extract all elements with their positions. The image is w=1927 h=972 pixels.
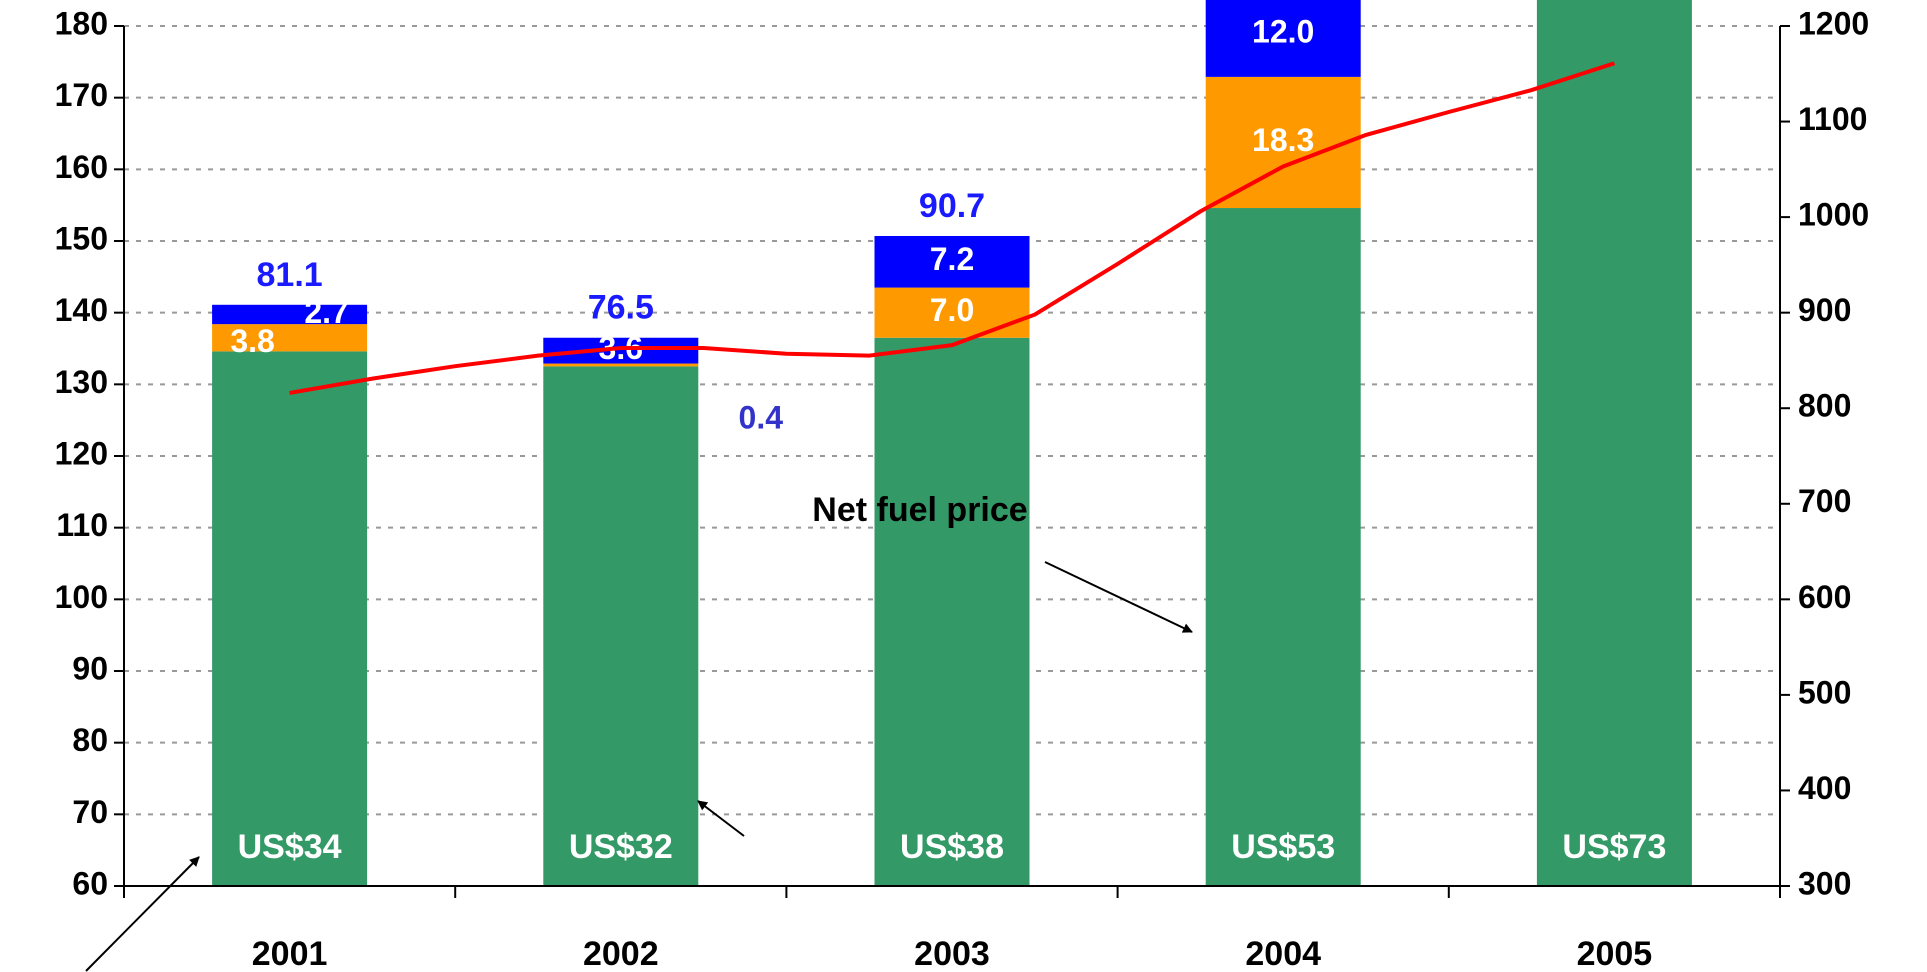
bar-segment bbox=[1205, 0, 1361, 77]
y-tick-label: 100 bbox=[55, 579, 108, 615]
y2-tick-label: 800 bbox=[1798, 388, 1851, 424]
y2-tick-label: 300 bbox=[1798, 865, 1851, 901]
x-tick-label: 2004 bbox=[1245, 935, 1321, 972]
x-tick-label: 2003 bbox=[914, 935, 990, 972]
y2-tick-label: 600 bbox=[1798, 579, 1851, 615]
x-tick-label: 2001 bbox=[252, 935, 328, 972]
bar-segment bbox=[543, 363, 699, 367]
y-tick-label: 180 bbox=[55, 5, 108, 41]
y-tick-label: 70 bbox=[72, 794, 108, 830]
y-tick-label: 160 bbox=[55, 149, 108, 185]
bar-segment bbox=[212, 304, 368, 325]
y2-tick-label: 1200 bbox=[1798, 5, 1869, 41]
total-label: 81.1 bbox=[257, 256, 323, 294]
base-label: US$32 bbox=[569, 828, 673, 866]
bar-segment bbox=[212, 324, 368, 352]
y2-tick-label: 900 bbox=[1798, 292, 1851, 328]
base-label: US$73 bbox=[1562, 828, 1666, 866]
y2-tick-label: 700 bbox=[1798, 483, 1851, 519]
y-tick-label: 130 bbox=[55, 364, 108, 400]
total-label: 90.7 bbox=[919, 187, 985, 225]
y-tick-label: 120 bbox=[55, 435, 108, 471]
total-label: 76.5 bbox=[588, 289, 654, 327]
y-tick-label: 110 bbox=[56, 507, 108, 543]
y2-tick-label: 1000 bbox=[1798, 197, 1869, 233]
y-tick-label: 150 bbox=[55, 220, 108, 256]
bar-segment bbox=[1205, 208, 1361, 887]
annotation: Net fuel price bbox=[812, 491, 1027, 529]
data-label: 7.0 bbox=[930, 292, 974, 328]
bar-segment bbox=[212, 351, 368, 886]
annotation-arrow bbox=[1044, 561, 1193, 633]
base-label: US$38 bbox=[900, 828, 1004, 866]
data-label: 3.8 bbox=[230, 323, 274, 359]
y-tick-label: 60 bbox=[72, 865, 108, 901]
base-label: US$53 bbox=[1231, 828, 1335, 866]
bar-segment bbox=[874, 287, 1030, 338]
bar-segment bbox=[1205, 76, 1361, 209]
y-tick-label: 170 bbox=[55, 77, 108, 113]
bar-segment bbox=[543, 337, 699, 364]
data-label: 12.0 bbox=[1252, 13, 1314, 49]
bar-segment bbox=[874, 235, 1030, 288]
axes: 60 70 80 90 100 110 120 130 140 150 160 170 180 300 40… bbox=[55, 5, 1870, 972]
y2-tick-label: 500 bbox=[1798, 674, 1851, 710]
y2-tick-label: 1100 bbox=[1798, 101, 1867, 137]
x-tick-label: 2002 bbox=[583, 935, 659, 972]
y-tick-label: 80 bbox=[72, 722, 108, 758]
x-tick-label: 2005 bbox=[1577, 935, 1653, 972]
y2-tick-label: 400 bbox=[1798, 770, 1851, 806]
bar-segment bbox=[1536, 0, 1692, 887]
bar-segment bbox=[874, 337, 1030, 886]
annotation-arrow bbox=[697, 800, 745, 837]
bar-segment bbox=[543, 366, 699, 887]
y-tick-label: 140 bbox=[55, 292, 108, 328]
y-tick-label: 90 bbox=[72, 650, 108, 686]
data-label: 7.2 bbox=[930, 241, 974, 277]
base-label: US$34 bbox=[238, 828, 342, 866]
line-series bbox=[289, 61, 1616, 395]
data-label: 2.7 bbox=[304, 294, 348, 330]
data-label: 18.3 bbox=[1252, 122, 1314, 158]
data-label: 0.4 bbox=[739, 399, 784, 435]
annotation-arrow bbox=[85, 856, 200, 972]
